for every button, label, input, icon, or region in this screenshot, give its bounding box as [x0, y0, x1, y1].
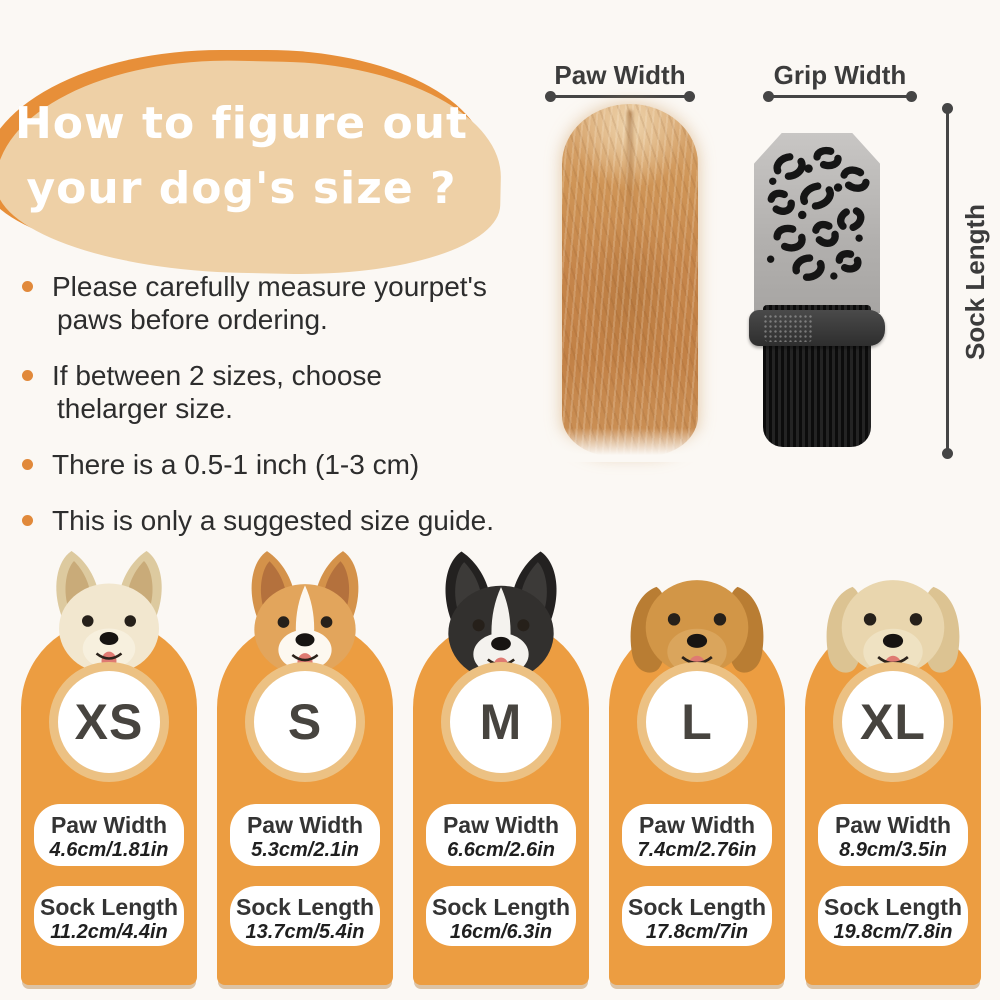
note-line: Please carefully measure yourpet's	[52, 271, 487, 302]
pill-label: Paw Width	[50, 812, 168, 838]
note-line: paws before ordering.	[57, 304, 328, 335]
sock-grip-leopard-area	[754, 133, 880, 313]
title-line-2: your dog's size ?	[26, 163, 457, 214]
bullet-dot-icon	[22, 281, 33, 292]
pill-label: Sock Length	[431, 894, 570, 920]
sock-velcro-strap	[749, 310, 885, 346]
size-circle: XS	[49, 662, 169, 782]
note-text: If between 2 sizes, choose thelarger siz…	[52, 359, 382, 425]
pill-value: 19.8cm/7.8in	[833, 921, 953, 943]
dog-sock-photo	[749, 133, 885, 449]
pill-value: 4.6cm/1.81in	[49, 839, 169, 861]
sock-length-pill: Sock Length 17.8cm/7in	[622, 886, 772, 946]
pill-value: 7.4cm/2.76in	[637, 839, 757, 861]
size-letter: XL	[860, 694, 926, 750]
pill-label: Paw Width	[442, 812, 560, 838]
size-letter: M	[479, 694, 523, 750]
size-tag-xs: XS Paw Width 4.6cm/1.81in Sock Length 11…	[21, 549, 197, 985]
page-title: How to figure out your dog's size ?	[0, 50, 487, 262]
pill-label: Sock Length	[39, 894, 178, 920]
paw-width-label: Paw Width	[554, 60, 686, 90]
size-letter: L	[681, 694, 713, 750]
sock-length-pill: Sock Length 13.7cm/5.4in	[230, 886, 380, 946]
note-line: There is a 0.5-1 inch (1-3 cm)	[52, 449, 420, 480]
notes-list: Please carefully measure yourpet's paws …	[16, 270, 556, 560]
pill-label: Paw Width	[638, 812, 756, 838]
leopard-print-pattern	[766, 146, 870, 281]
pill-label: Sock Length	[235, 894, 374, 920]
pill-value: 8.9cm/3.5in	[839, 839, 947, 861]
size-letter: S	[287, 694, 323, 750]
paw-width-pill: Paw Width 6.6cm/2.6in	[426, 804, 576, 866]
sock-length-pill: Sock Length 11.2cm/4.4in	[34, 886, 184, 946]
sock-length-pill: Sock Length 19.8cm/7.8in	[818, 886, 968, 946]
note-item: There is a 0.5-1 inch (1-3 cm)	[16, 448, 556, 481]
note-line: thelarger size.	[57, 393, 233, 424]
pill-value: 5.3cm/2.1in	[251, 839, 359, 861]
note-item: This is only a suggested size guide.	[16, 504, 556, 537]
paw-width-pill: Paw Width 4.6cm/1.81in	[34, 804, 184, 866]
grip-width-label: Grip Width	[773, 60, 907, 90]
paw-photo-fade	[552, 428, 708, 462]
note-text: This is only a suggested size guide.	[52, 504, 494, 537]
pill-value: 17.8cm/7in	[645, 921, 749, 943]
size-letter: XS	[74, 694, 144, 750]
title-line-1: How to figure out	[14, 98, 469, 149]
size-circle: S	[245, 662, 365, 782]
bullet-dot-icon	[22, 370, 33, 381]
size-circle: L	[637, 662, 757, 782]
note-text: Please carefully measure yourpet's paws …	[52, 270, 487, 336]
paw-width-measure-line	[545, 91, 695, 102]
note-line: If between 2 sizes, choose	[52, 360, 382, 391]
title-blob: How to figure out your dog's size ?	[0, 50, 487, 262]
paw-width-pill: Paw Width 5.3cm/2.1in	[230, 804, 380, 866]
pill-label: Paw Width	[246, 812, 364, 838]
pill-value: 16cm/6.3in	[449, 921, 553, 943]
size-tag-s: S Paw Width 5.3cm/2.1in Sock Length 13.7…	[217, 549, 393, 985]
size-tag-l: L Paw Width 7.4cm/2.76in Sock Length 17.…	[609, 578, 785, 985]
size-circle: M	[441, 662, 561, 782]
dog-paw-photo	[562, 104, 698, 456]
grip-width-measure-line	[763, 91, 917, 102]
pill-label: Sock Length	[823, 894, 962, 920]
size-tag-m: M Paw Width 6.6cm/2.6in Sock Length 16cm…	[413, 550, 589, 985]
pill-value: 13.7cm/5.4in	[245, 921, 365, 943]
sock-length-label: Sock Length	[959, 203, 990, 360]
note-item: If between 2 sizes, choose thelarger siz…	[16, 359, 556, 425]
note-line: This is only a suggested size guide.	[52, 505, 495, 536]
note-item: Please carefully measure yourpet's paws …	[16, 270, 556, 336]
bullet-dot-icon	[22, 515, 33, 526]
paw-width-pill: Paw Width 8.9cm/3.5in	[818, 804, 968, 866]
sock-length-pill: Sock Length 16cm/6.3in	[426, 886, 576, 946]
pill-label: Paw Width	[834, 812, 952, 838]
size-tag-xl: XL Paw Width 8.9cm/3.5in Sock Length 19.…	[805, 578, 981, 985]
pill-value: 6.6cm/2.6in	[447, 839, 555, 861]
pill-value: 11.2cm/4.4in	[50, 921, 168, 943]
size-circle: XL	[833, 662, 953, 782]
sock-length-measure-line	[942, 103, 953, 459]
note-text: There is a 0.5-1 inch (1-3 cm)	[52, 448, 419, 481]
bullet-dot-icon	[22, 459, 33, 470]
paw-width-pill: Paw Width 7.4cm/2.76in	[622, 804, 772, 866]
pill-label: Sock Length	[627, 894, 766, 920]
